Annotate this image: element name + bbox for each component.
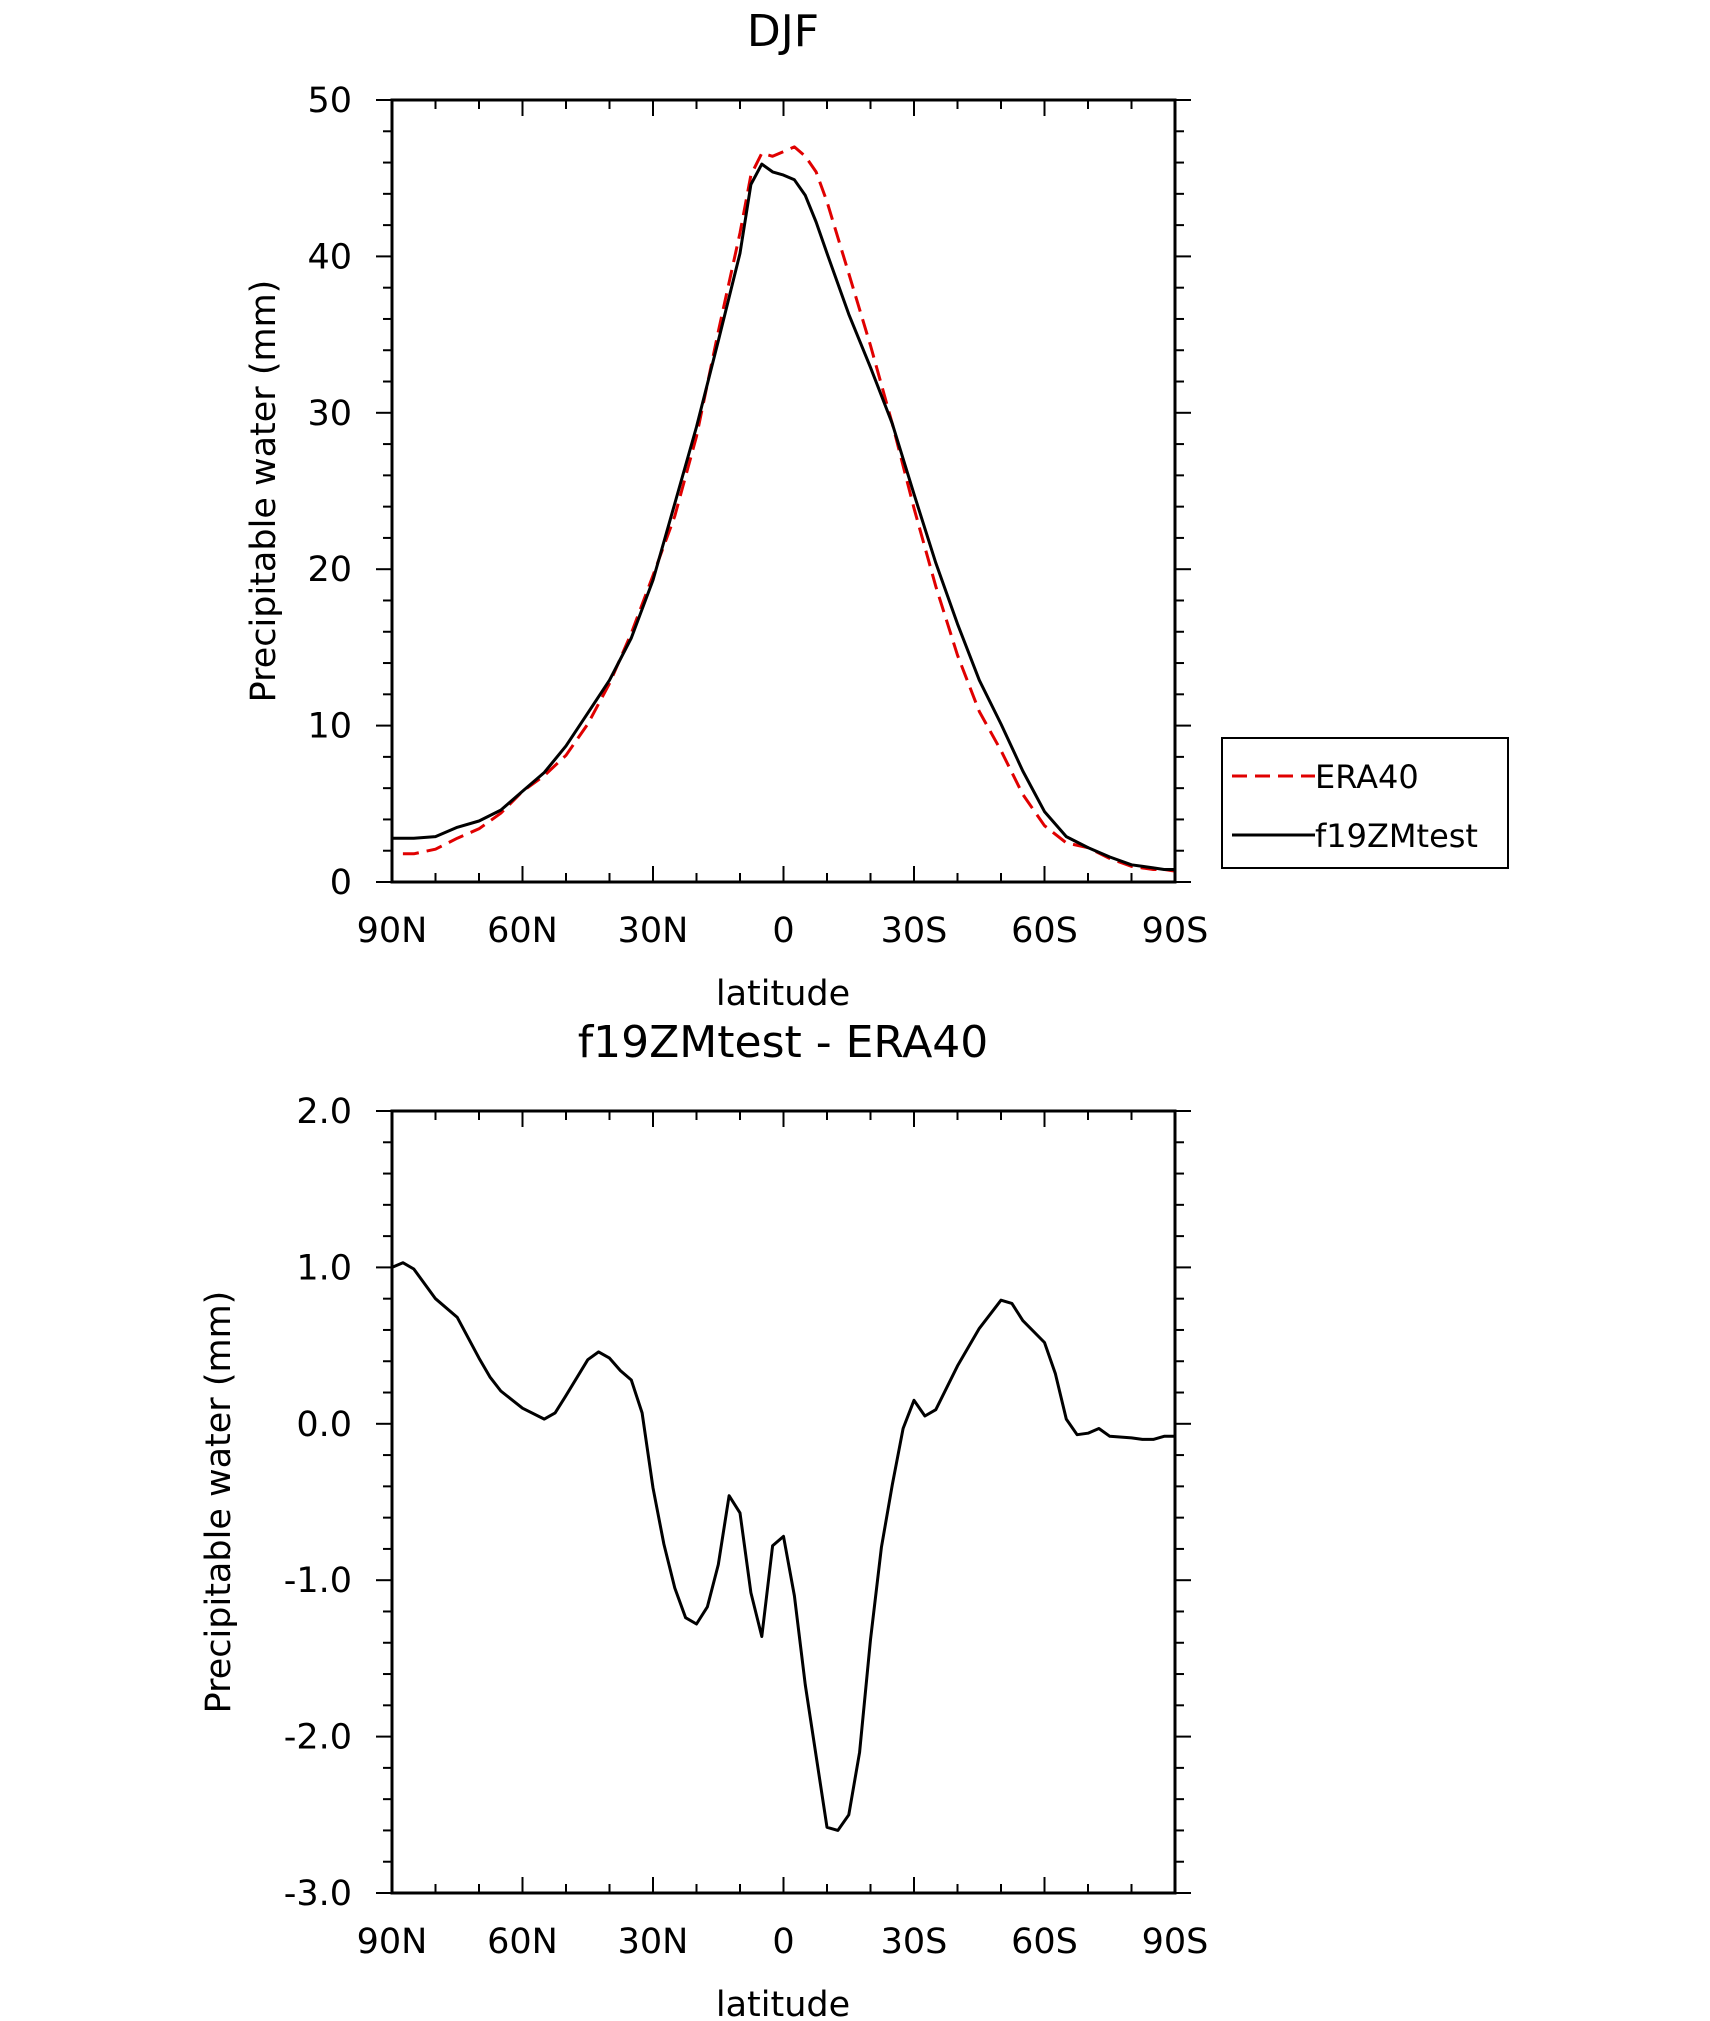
series-line-era40 bbox=[402, 145, 1176, 873]
legend-label-era40: ERA40 bbox=[1315, 758, 1419, 796]
x-tick-label: 60S bbox=[1011, 911, 1078, 951]
y-tick-label: -1.0 bbox=[284, 1561, 352, 1601]
series-line-difference bbox=[391, 1261, 1175, 1832]
y-tick-label: 0 bbox=[330, 863, 352, 903]
x-tick-label: 30S bbox=[881, 911, 948, 951]
y-tick-label: 2.0 bbox=[296, 1092, 352, 1132]
x-tick-label: 30S bbox=[881, 1922, 948, 1962]
legend-label-f19zmtest: f19ZMtest bbox=[1315, 817, 1478, 855]
y-tick-label: 50 bbox=[307, 81, 352, 121]
x-tick-label: 90S bbox=[1142, 1922, 1209, 1962]
y-tick-label: 0.0 bbox=[296, 1405, 352, 1445]
x-tick-label: 0 bbox=[772, 911, 794, 951]
legend-box bbox=[1221, 737, 1509, 869]
y-tick-label: 30 bbox=[307, 394, 352, 434]
x-tick-label: 30N bbox=[618, 911, 689, 951]
plot-frame bbox=[390, 98, 1177, 884]
legend: ERA40 f19ZMtest bbox=[1221, 737, 1509, 869]
x-tick-label: 90N bbox=[357, 1922, 428, 1962]
chart-difference: f19ZMtest - ERA40 90N 60N 30N 0 30S 60S 90S 2.… bbox=[199, 1017, 1208, 2021]
x-tick-label: 90N bbox=[357, 911, 428, 951]
x-tick-label: 30N bbox=[618, 1922, 689, 1962]
chart-title: DJF bbox=[747, 6, 819, 57]
series-line-f19zmtest bbox=[392, 162, 1175, 871]
y-tick-label: -2.0 bbox=[284, 1718, 352, 1758]
x-tick-label: 90S bbox=[1142, 911, 1209, 951]
y-tick-label: -3.0 bbox=[284, 1874, 352, 1914]
plot-lines bbox=[392, 145, 1176, 873]
y-tick-label: 1.0 bbox=[296, 1248, 352, 1288]
x-axis-label: latitude bbox=[716, 1985, 850, 2021]
tick-marks bbox=[376, 1110, 1191, 1894]
y-tick-labels: 2.0 1.0 0.0 -1.0 -2.0 -3.0 bbox=[284, 1092, 352, 1914]
plot-frame bbox=[390, 1109, 1177, 1895]
x-tick-label: 60S bbox=[1011, 1922, 1078, 1962]
y-tick-label: 10 bbox=[307, 707, 352, 747]
y-axis-label: Precipitable water (mm) bbox=[244, 280, 284, 703]
chart-title: f19ZMtest - ERA40 bbox=[578, 1017, 989, 1068]
tick-marks bbox=[376, 99, 1191, 883]
x-axis-label: latitude bbox=[716, 974, 850, 1014]
y-axis-label: Precipitable water (mm) bbox=[199, 1291, 239, 1714]
y-tick-label: 20 bbox=[307, 550, 352, 590]
y-tick-label: 40 bbox=[307, 237, 352, 277]
y-tick-labels: 0 10 20 30 40 50 bbox=[307, 81, 352, 903]
x-tick-labels: 90N 60N 30N 0 30S 60S 90S bbox=[357, 911, 1209, 951]
x-tick-label: 0 bbox=[772, 1922, 794, 1962]
x-tick-labels: 90N 60N 30N 0 30S 60S 90S bbox=[357, 1922, 1209, 1962]
plot-lines bbox=[391, 1261, 1175, 1832]
x-tick-label: 60N bbox=[487, 911, 558, 951]
chart-djf: DJF 90N 60N 30N 0 30S 60S 90S 0 10 20 30 40 50 lati… bbox=[244, 6, 1509, 1014]
x-tick-label: 60N bbox=[487, 1922, 558, 1962]
